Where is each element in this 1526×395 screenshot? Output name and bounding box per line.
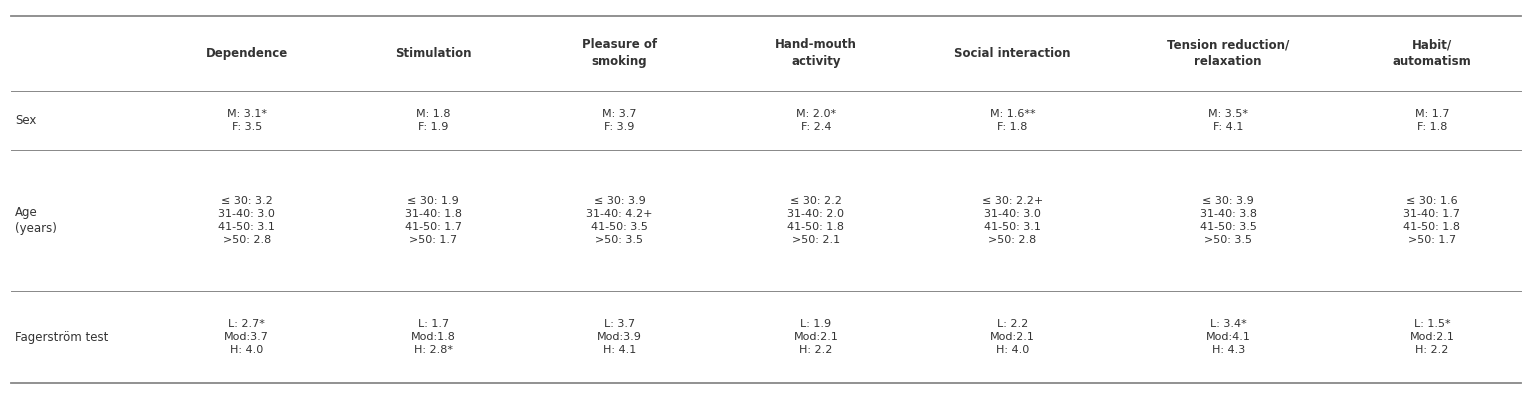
Text: Hand-mouth
activity: Hand-mouth activity <box>775 38 856 68</box>
Text: M: 2.0*
F: 2.4: M: 2.0* F: 2.4 <box>797 109 836 132</box>
Text: Fagerström test: Fagerström test <box>15 331 108 344</box>
Text: Social interaction: Social interaction <box>954 47 1071 60</box>
Text: L: 2.2
Mod:2.1
H: 4.0: L: 2.2 Mod:2.1 H: 4.0 <box>990 320 1035 355</box>
Text: ≤ 30: 3.2
31-40: 3.0
41-50: 3.1
>50: 2.8: ≤ 30: 3.2 31-40: 3.0 41-50: 3.1 >50: 2.8 <box>218 196 275 245</box>
Text: Dependence: Dependence <box>206 47 288 60</box>
Text: Stimulation: Stimulation <box>395 47 472 60</box>
Text: L: 2.7*
Mod:3.7
H: 4.0: L: 2.7* Mod:3.7 H: 4.0 <box>224 320 269 355</box>
Text: M: 1.7
F: 1.8: M: 1.7 F: 1.8 <box>1415 109 1450 132</box>
Text: L: 1.7
Mod:1.8
H: 2.8*: L: 1.7 Mod:1.8 H: 2.8* <box>410 320 456 355</box>
Text: Sex: Sex <box>15 114 37 127</box>
Text: ≤ 30: 3.9
31-40: 4.2+
41-50: 3.5
>50: 3.5: ≤ 30: 3.9 31-40: 4.2+ 41-50: 3.5 >50: 3.… <box>586 196 653 245</box>
Text: Age
(years): Age (years) <box>15 206 56 235</box>
Text: ≤ 30: 3.9
31-40: 3.8
41-50: 3.5
>50: 3.5: ≤ 30: 3.9 31-40: 3.8 41-50: 3.5 >50: 3.5 <box>1199 196 1257 245</box>
Text: Pleasure of
smoking: Pleasure of smoking <box>581 38 658 68</box>
Text: ≤ 30: 2.2
31-40: 2.0
41-50: 1.8
>50: 2.1: ≤ 30: 2.2 31-40: 2.0 41-50: 1.8 >50: 2.1 <box>787 196 844 245</box>
Text: L: 1.9
Mod:2.1
H: 2.2: L: 1.9 Mod:2.1 H: 2.2 <box>794 320 838 355</box>
Text: M: 3.5*
F: 4.1: M: 3.5* F: 4.1 <box>1209 109 1248 132</box>
Text: ≤ 30: 1.6
31-40: 1.7
41-50: 1.8
>50: 1.7: ≤ 30: 1.6 31-40: 1.7 41-50: 1.8 >50: 1.7 <box>1404 196 1460 245</box>
Text: M: 3.1*
F: 3.5: M: 3.1* F: 3.5 <box>227 109 267 132</box>
Text: M: 1.6**
F: 1.8: M: 1.6** F: 1.8 <box>989 109 1035 132</box>
Text: M: 1.8
F: 1.9: M: 1.8 F: 1.9 <box>417 109 450 132</box>
Text: L: 3.4*
Mod:4.1
H: 4.3: L: 3.4* Mod:4.1 H: 4.3 <box>1206 320 1251 355</box>
Text: Habit/
automatism: Habit/ automatism <box>1392 38 1471 68</box>
Text: M: 3.7
F: 3.9: M: 3.7 F: 3.9 <box>603 109 636 132</box>
Text: Tension reduction/
relaxation: Tension reduction/ relaxation <box>1167 38 1289 68</box>
Text: ≤ 30: 2.2+
31-40: 3.0
41-50: 3.1
>50: 2.8: ≤ 30: 2.2+ 31-40: 3.0 41-50: 3.1 >50: 2.… <box>981 196 1042 245</box>
Text: L: 1.5*
Mod:2.1
H: 2.2: L: 1.5* Mod:2.1 H: 2.2 <box>1410 320 1454 355</box>
Text: ≤ 30: 1.9
31-40: 1.8
41-50: 1.7
>50: 1.7: ≤ 30: 1.9 31-40: 1.8 41-50: 1.7 >50: 1.7 <box>404 196 461 245</box>
Text: L: 3.7
Mod:3.9
H: 4.1: L: 3.7 Mod:3.9 H: 4.1 <box>597 320 642 355</box>
